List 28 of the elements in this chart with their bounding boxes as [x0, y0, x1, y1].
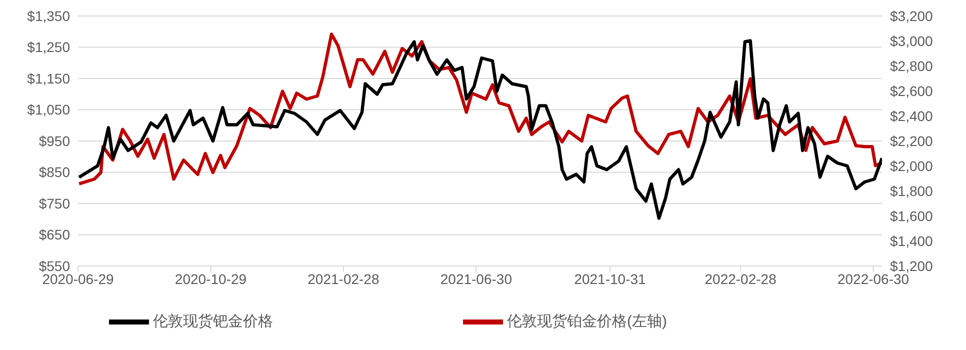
y2-tick-label: $3,000: [890, 32, 934, 49]
y2-tick-label: $2,800: [890, 58, 934, 74]
legend-label: 伦敦现货铂金价格(左轴): [507, 312, 667, 330]
y-tick-label: $950: [38, 132, 70, 149]
y2-tick-label: $3,200: [890, 8, 934, 24]
line-series: [78, 39, 882, 220]
y-tick-label: $1,150: [27, 70, 70, 86]
y2-tick-label: $1,600: [890, 208, 934, 224]
y2-tick-label: $2,000: [890, 158, 934, 174]
y2-tick-label: $2,200: [890, 132, 934, 149]
y2-tick-label: $1,200: [890, 258, 934, 274]
y2-tick-label: $2,400: [890, 108, 934, 124]
y-tick-label: $850: [38, 164, 70, 180]
y-tick-label: $650: [38, 226, 70, 243]
legend-label: 伦敦现货钯金价格: [153, 312, 273, 330]
x-tick-label: 2021-02-28: [308, 270, 380, 287]
y2-tick-label: $1,400: [890, 232, 934, 249]
y-tick-label: $750: [38, 195, 70, 212]
y-tick-label: $1,050: [27, 102, 70, 118]
x-tick-label: 2022-02-28: [704, 270, 777, 287]
y-tick-label: $1,250: [27, 39, 70, 56]
x-tick-label: 2021-10-31: [574, 270, 646, 287]
y2-tick-label: $2,600: [890, 82, 934, 99]
x-tick-label: 2020-10-29: [174, 270, 247, 287]
y2-tick-label: $1,800: [890, 182, 934, 199]
x-tick-label: 2021-06-30: [440, 270, 512, 287]
y-tick-label: $1,350: [27, 8, 70, 24]
line-series: [78, 32, 882, 186]
